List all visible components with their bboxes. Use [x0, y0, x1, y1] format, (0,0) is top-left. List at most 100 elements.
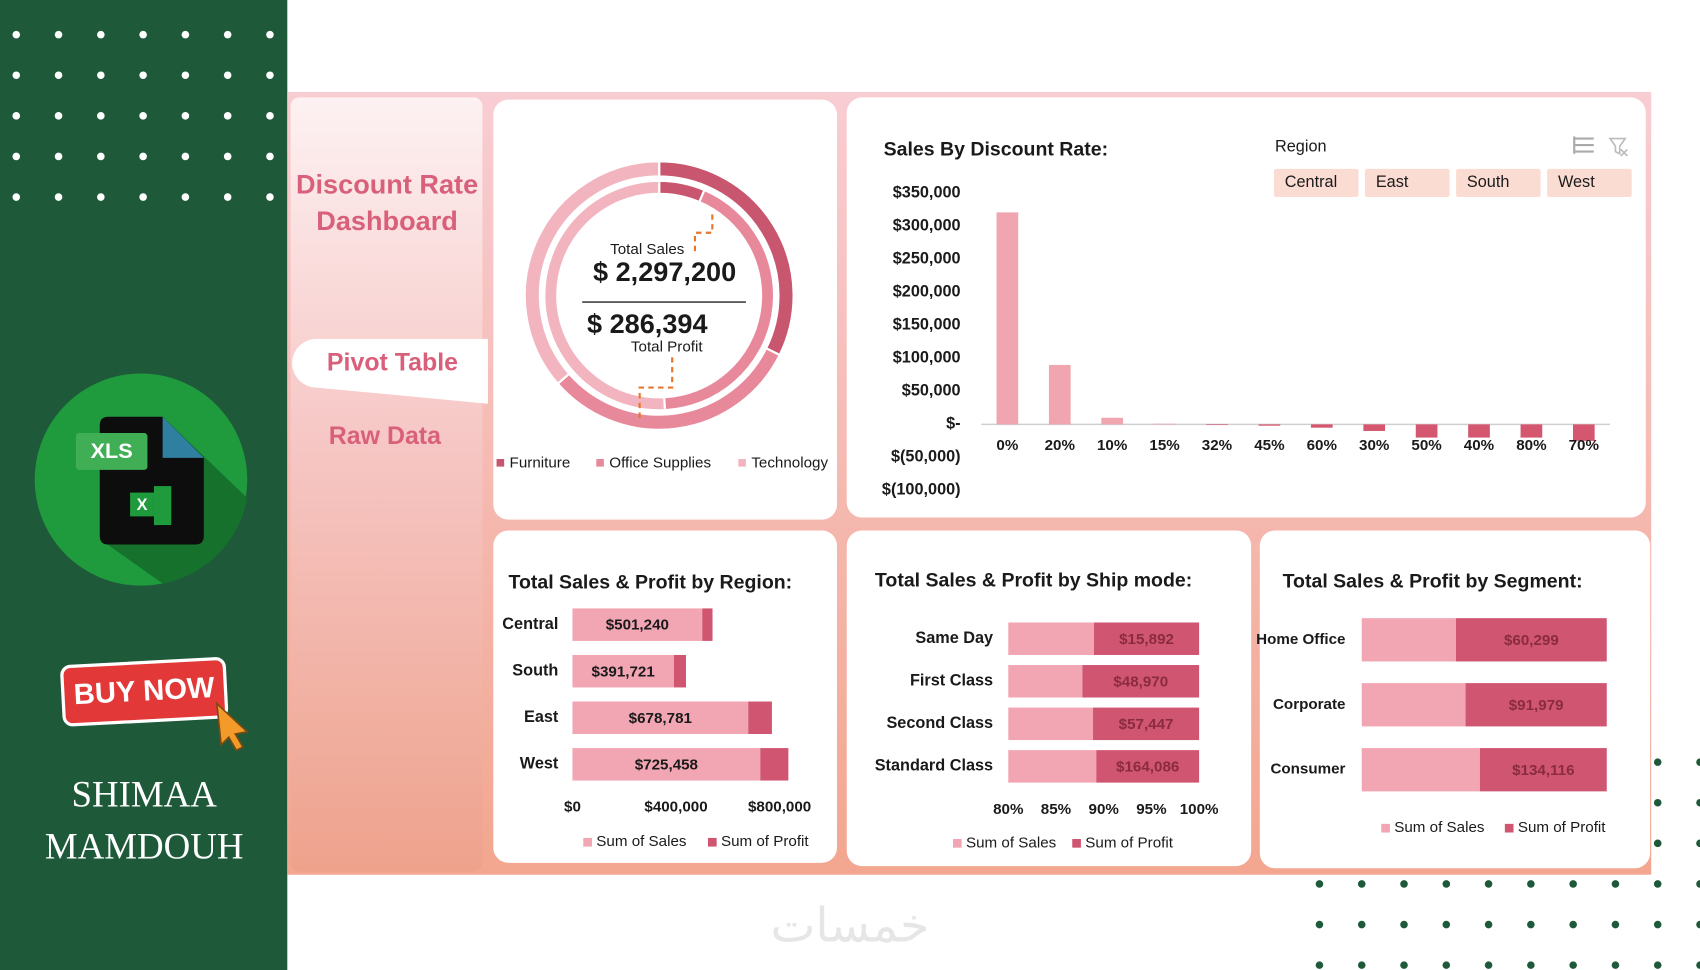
bar [1310, 424, 1333, 428]
x-tick-label: 95% [1136, 801, 1167, 818]
dot [223, 30, 232, 39]
bar-segment [1455, 618, 1607, 662]
x-tick-label: 32% [1202, 437, 1233, 454]
dot [181, 152, 190, 161]
bar [996, 212, 1019, 425]
x-tick-label: 15% [1149, 437, 1180, 454]
bar-segment [1008, 707, 1094, 741]
legend-swatch [596, 459, 604, 467]
dot [1315, 961, 1324, 969]
dot [1357, 880, 1366, 888]
dot [1653, 839, 1662, 848]
dot [12, 152, 21, 161]
category-label: First Class [910, 672, 993, 690]
dot [1611, 880, 1620, 888]
dot [97, 152, 105, 161]
bar [1258, 424, 1281, 426]
dot [1569, 920, 1577, 929]
bar-segment [572, 701, 749, 734]
dot [1484, 920, 1493, 929]
card [846, 97, 1646, 518]
bar-segment [1008, 622, 1094, 655]
slicer-button-label[interactable]: Central [1285, 173, 1337, 191]
dot [139, 193, 147, 201]
author-name: SHIMAA [72, 773, 218, 814]
bar-segment [572, 608, 703, 641]
data-label: $48,970 [1113, 673, 1168, 690]
bar [1206, 424, 1228, 426]
icon-badge-text: XLS [91, 438, 133, 463]
dot [266, 30, 274, 39]
dot [139, 112, 147, 120]
icon-badge [75, 433, 148, 470]
dot [54, 30, 63, 39]
slicer-button[interactable] [1456, 168, 1541, 198]
clear-filter-icon[interactable] [1608, 137, 1628, 157]
dot [97, 71, 105, 80]
legend-label: Sum of Sales [596, 833, 687, 850]
legend-swatch [1072, 839, 1081, 848]
legend-swatch [496, 459, 505, 467]
donut-segment [523, 160, 661, 386]
cursor-icon [215, 701, 249, 752]
dot [1611, 920, 1620, 929]
dot [1527, 880, 1535, 888]
category-label: Central [502, 615, 558, 633]
dot [1484, 961, 1493, 969]
category-label: Corporate [1273, 696, 1345, 713]
dot [1357, 961, 1366, 969]
category-label: Same Day [915, 629, 993, 647]
slicer-button[interactable] [1547, 168, 1632, 198]
buy-button-text[interactable]: BUY NOW [73, 672, 216, 711]
category-label: West [520, 755, 559, 773]
slicer-button[interactable] [1364, 168, 1450, 198]
dot [1696, 961, 1700, 969]
category-label: Consumer [1270, 761, 1345, 778]
dot [1653, 758, 1662, 766]
bar [1415, 424, 1438, 438]
nav-active-tab[interactable] [292, 338, 488, 404]
bar-segment [748, 701, 772, 734]
y-tick-label: $50,000 [902, 382, 961, 400]
dot [1653, 880, 1662, 888]
buy-button[interactable]: BUY NOW [60, 657, 249, 752]
x-tick-label: 30% [1359, 437, 1390, 454]
dot [54, 112, 63, 120]
filter-icon[interactable] [1573, 136, 1594, 154]
dot [97, 112, 105, 120]
bar-segment [1008, 665, 1083, 698]
dot [139, 152, 147, 161]
nav-title: Discount Rate [296, 168, 478, 199]
slicer-button-label[interactable]: South [1467, 173, 1510, 191]
bar-segment [760, 748, 789, 781]
dot [1696, 880, 1700, 888]
icon-letter: X [137, 496, 148, 514]
slicer-button[interactable] [1273, 168, 1359, 198]
dot [97, 30, 105, 39]
dot [1653, 920, 1662, 929]
watermark: خمسات [770, 899, 929, 952]
y-tick-label: $- [946, 415, 960, 433]
slicer-button-label[interactable]: East [1376, 173, 1409, 191]
y-tick-label: $200,000 [893, 283, 961, 301]
bar-segment [1008, 750, 1097, 783]
nav-title: Dashboard [316, 205, 458, 236]
dot [266, 152, 274, 161]
dot [1442, 961, 1451, 969]
buy-button-shape[interactable] [60, 657, 229, 727]
dot [1696, 758, 1700, 766]
nav-column [290, 97, 483, 872]
slicer-button-label[interactable]: West [1558, 173, 1595, 191]
center-label: Total Sales [610, 241, 685, 258]
nav-item[interactable]: Pivot Table [327, 348, 458, 376]
icon-sheet [130, 492, 154, 517]
dot [223, 112, 232, 120]
dot [1442, 880, 1451, 888]
nav-item[interactable]: Raw Data [329, 422, 442, 450]
legend-label: Sum of Profit [721, 833, 809, 850]
bar [1363, 424, 1386, 431]
bar-segment [702, 608, 713, 641]
bar-segment [1093, 707, 1200, 741]
bar [1101, 417, 1124, 425]
